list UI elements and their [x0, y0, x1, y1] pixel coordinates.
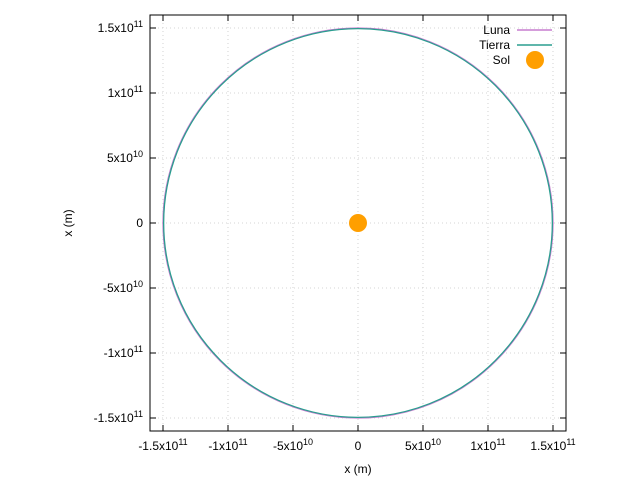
x-tick-label-mantissa: -1x10: [208, 439, 238, 453]
x-tick-labels: -1.5x1011 -1x1011 -5x1010 0 5x1010 1x1011 1.5x…: [138, 437, 575, 453]
x-tick-label-exponent: 11: [496, 437, 505, 447]
y-tick-label: -1x1011: [104, 344, 143, 360]
x-tick-label: 5x1010: [405, 437, 441, 453]
y-tick-label-mantissa: -1.5x10: [94, 411, 134, 425]
y-tick-label-exponent: 11: [134, 409, 143, 419]
x-tick-label: 1x1011: [470, 437, 505, 453]
y-tick-label-mantissa: 1x10: [108, 86, 134, 100]
y-tick-label: -5x1010: [103, 279, 143, 295]
x-tick-label-exponent: 10: [431, 437, 441, 447]
x-tick-label-mantissa: 1.5x10: [530, 439, 566, 453]
x-tick-label: -1.5x1011: [138, 437, 187, 453]
y-tick-label: 5x1010: [107, 149, 143, 165]
y-axis-title: x (m): [61, 209, 75, 236]
x-tick-label-exponent: 11: [178, 437, 187, 447]
y-tick-label-mantissa: -5x10: [103, 281, 133, 295]
legend-label-sol: Sol: [493, 53, 510, 67]
legend-swatch-sol: [526, 51, 544, 69]
y-tick-labels: 1.5x10111x10115x10100-5x1010-1x1011-1.5x…: [94, 19, 144, 425]
x-tick-label: 1.5x1011: [530, 437, 575, 453]
y-tick-label-mantissa: 1.5x10: [98, 21, 134, 35]
series-sol-point: [349, 214, 367, 232]
legend-label-tierra: Tierra: [479, 38, 510, 52]
x-tick-label-exponent: 11: [238, 437, 247, 447]
legend-label-luna: Luna: [483, 23, 510, 37]
y-tick-label-exponent: 11: [134, 344, 143, 354]
series-layer: [162, 27, 554, 419]
y-tick-label-mantissa: 0: [136, 216, 143, 230]
y-tick-label: 1x1011: [108, 84, 143, 100]
x-tick-label: -5x1010: [273, 437, 313, 453]
y-tick-label-exponent: 11: [134, 19, 143, 29]
y-tick-label-exponent: 10: [133, 279, 143, 289]
x-tick-label-exponent: 10: [303, 437, 313, 447]
x-tick-label: -1x1011: [208, 437, 247, 453]
x-tick-label-mantissa: -5x10: [273, 439, 303, 453]
x-tick-label-mantissa: 5x10: [405, 439, 431, 453]
x-axis-title: x (m): [344, 462, 371, 476]
x-tick-label-exponent: 11: [566, 437, 575, 447]
y-tick-label: -1.5x1011: [94, 409, 143, 425]
y-tick-label-exponent: 11: [134, 84, 143, 94]
y-tick-label-mantissa: 5x10: [107, 151, 133, 165]
x-tick-label-mantissa: -1.5x10: [138, 439, 178, 453]
y-tick-label-mantissa: -1x10: [104, 346, 134, 360]
y-tick-label-exponent: 10: [133, 149, 143, 159]
x-tick-label: 0: [355, 439, 362, 453]
series-tierra-orbit: [162, 27, 554, 419]
x-tick-label-mantissa: 1x10: [470, 439, 496, 453]
y-tick-label: 1.5x1011: [98, 19, 143, 35]
x-tick-label-mantissa: 0: [355, 439, 362, 453]
axis-ticks: [150, 15, 566, 431]
y-tick-label: 0: [136, 216, 143, 230]
